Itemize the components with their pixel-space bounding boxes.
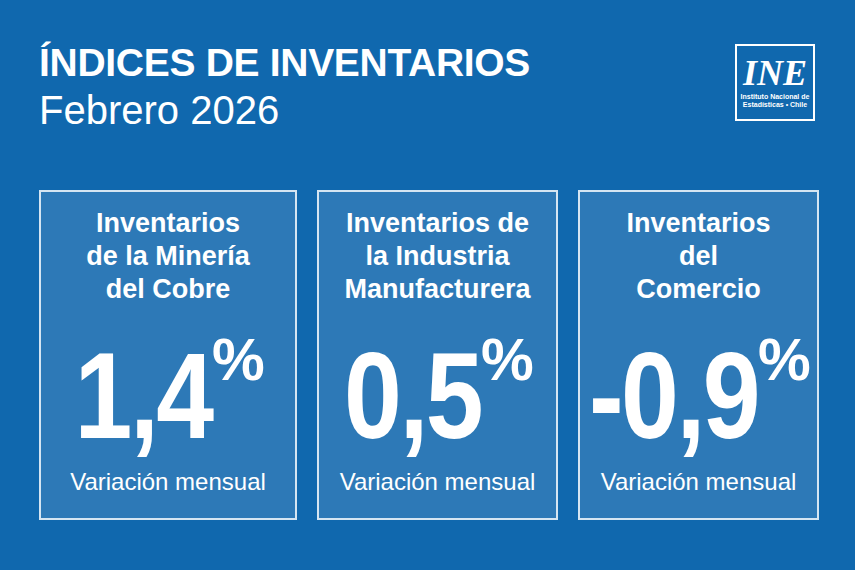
- card-title-line: Inventarios de: [319, 207, 556, 240]
- card-value: -0,9%: [580, 335, 817, 458]
- card-caption: Variación mensual: [580, 468, 817, 496]
- card-title-line: Comercio: [580, 273, 817, 306]
- card-value: 0,5%: [319, 335, 556, 458]
- value-number: 0,5: [344, 328, 481, 465]
- ine-logo-caption-line2: Estadísticas • Chile: [741, 101, 810, 109]
- value-number: -0,9: [589, 328, 758, 465]
- ine-logo-caption-line1: Instituto Nacional de: [741, 93, 810, 101]
- ine-logo-mark: INE: [743, 56, 807, 90]
- value-number: 1,4: [75, 328, 212, 465]
- card-title-line: la Industria: [319, 240, 556, 273]
- value-percent-sign: %: [212, 330, 265, 389]
- ine-logo: INE Instituto Nacional de Estadísticas •…: [735, 44, 815, 121]
- card-value: 1,4%: [41, 335, 295, 458]
- card-industria-manufacturera: Inventarios de la Industria Manufacturer…: [317, 190, 558, 520]
- card-title-line: de la Minería: [41, 240, 295, 273]
- page-subtitle: Febrero 2026: [39, 87, 279, 133]
- card-title-line: Manufacturera: [319, 273, 556, 306]
- value-percent-sign: %: [481, 330, 534, 389]
- card-title: Inventarios de la Minería del Cobre: [41, 207, 295, 306]
- card-title-line: Inventarios: [580, 207, 817, 240]
- card-mineria-del-cobre: Inventarios de la Minería del Cobre 1,4%…: [39, 190, 297, 520]
- card-comercio: Inventarios del Comercio -0,9% Variación…: [578, 190, 819, 520]
- page-title: ÍNDICES DE INVENTARIOS: [39, 41, 530, 86]
- card-title-line: del: [580, 240, 817, 273]
- card-caption: Variación mensual: [41, 468, 295, 496]
- card-title: Inventarios del Comercio: [580, 207, 817, 306]
- card-title: Inventarios de la Industria Manufacturer…: [319, 207, 556, 306]
- card-title-line: Inventarios: [41, 207, 295, 240]
- card-caption: Variación mensual: [319, 468, 556, 496]
- value-percent-sign: %: [758, 330, 811, 389]
- infographic-page: ÍNDICES DE INVENTARIOS Febrero 2026 INE …: [0, 0, 855, 570]
- card-title-line: del Cobre: [41, 273, 295, 306]
- ine-logo-caption: Instituto Nacional de Estadísticas • Chi…: [741, 93, 810, 109]
